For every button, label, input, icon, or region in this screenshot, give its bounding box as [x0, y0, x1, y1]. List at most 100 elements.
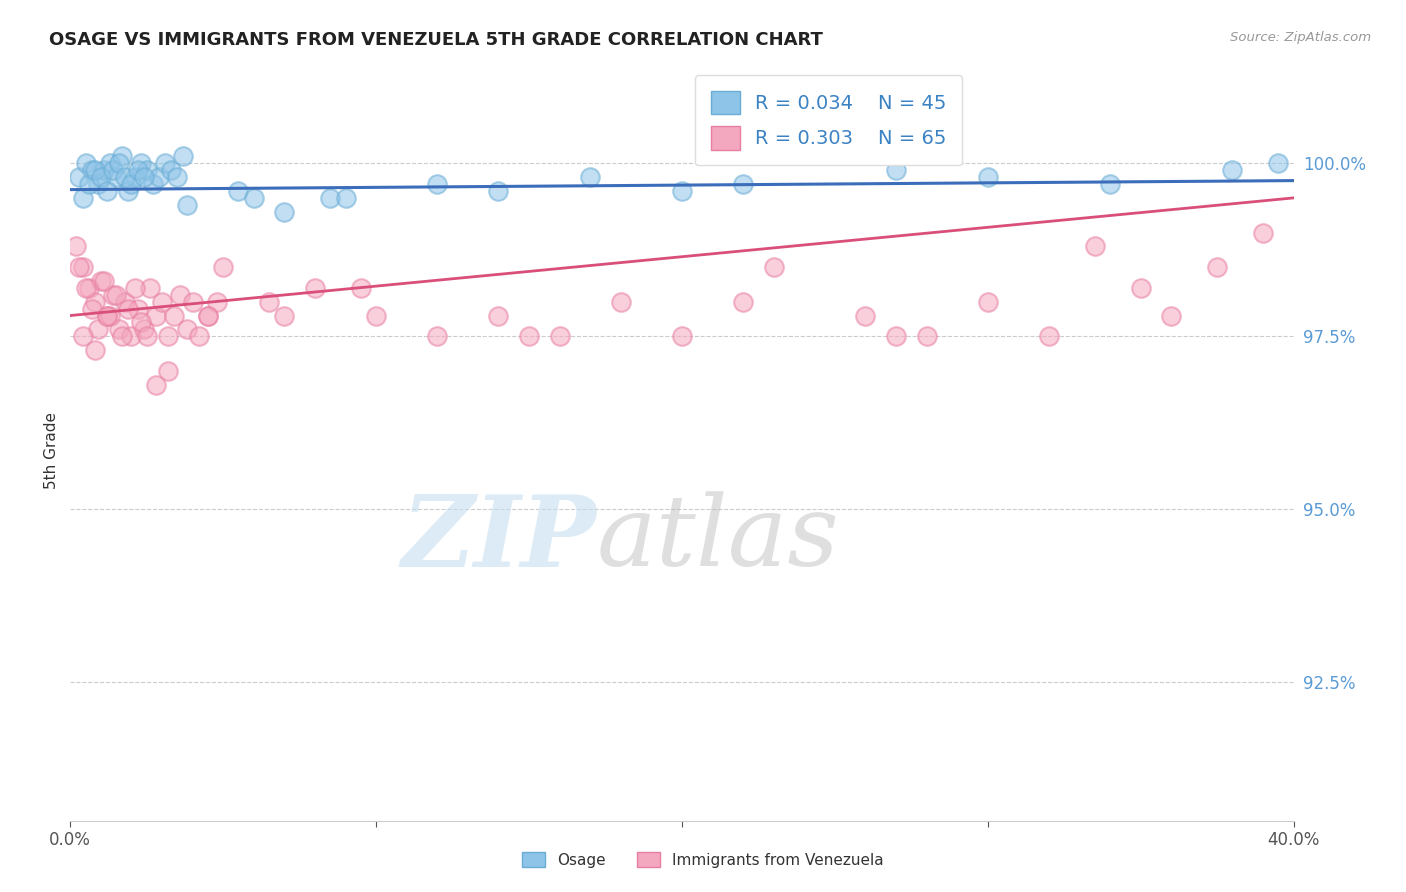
Point [671, 329, 693, 343]
Point [93, 274, 115, 288]
Point [111, 149, 134, 163]
Point [83, 343, 105, 358]
Point [96, 184, 118, 198]
Point [114, 170, 136, 185]
Point [117, 184, 139, 198]
Point [108, 322, 131, 336]
Point [87, 322, 110, 336]
Point [426, 329, 449, 343]
Point [132, 170, 155, 185]
Point [129, 315, 152, 329]
Point [1099, 177, 1122, 191]
Legend: R = 0.034    N = 45, R = 0.303    N = 65: R = 0.034 N = 45, R = 0.303 N = 65 [695, 75, 962, 165]
Point [1267, 156, 1289, 170]
Point [121, 329, 143, 343]
Point [1220, 163, 1243, 178]
Point [72, 260, 94, 274]
Point [75, 156, 97, 170]
Point [105, 287, 128, 301]
Point [228, 184, 250, 198]
Point [1084, 239, 1107, 253]
Point [153, 156, 176, 170]
Point [335, 191, 357, 205]
Point [108, 156, 131, 170]
Point [96, 309, 118, 323]
Point [273, 309, 295, 323]
Point [1038, 329, 1060, 343]
Point [114, 294, 136, 309]
Point [212, 260, 235, 274]
Point [98, 309, 121, 323]
Point [145, 309, 167, 323]
Point [915, 329, 938, 343]
Point [488, 184, 510, 198]
Point [93, 163, 115, 178]
Point [105, 170, 128, 185]
Point [124, 170, 146, 185]
Point [135, 329, 157, 343]
Legend: Osage, Immigrants from Venezuela: Osage, Immigrants from Venezuela [515, 844, 891, 875]
Point [731, 177, 754, 191]
Point [77, 281, 100, 295]
Point [731, 294, 754, 309]
Point [135, 163, 157, 178]
Point [90, 170, 112, 185]
Point [762, 260, 785, 274]
Point [90, 274, 112, 288]
Point [205, 294, 228, 309]
Point [80, 163, 103, 178]
Point [132, 322, 155, 336]
Point [72, 191, 94, 205]
Text: atlas: atlas [596, 491, 839, 587]
Point [976, 170, 998, 185]
Point [1251, 226, 1274, 240]
Point [197, 309, 219, 323]
Point [117, 301, 139, 316]
Point [488, 309, 510, 323]
Point [150, 294, 173, 309]
Point [1129, 281, 1152, 295]
Point [1206, 260, 1229, 274]
Point [96, 309, 118, 323]
Point [855, 309, 877, 323]
Point [98, 156, 121, 170]
Point [80, 301, 103, 316]
Point [87, 177, 110, 191]
Point [243, 191, 266, 205]
Text: OSAGE VS IMMIGRANTS FROM VENEZUELA 5TH GRADE CORRELATION CHART: OSAGE VS IMMIGRANTS FROM VENEZUELA 5TH G… [49, 31, 823, 49]
Point [160, 163, 183, 178]
Point [304, 281, 326, 295]
Point [127, 163, 149, 178]
Point [976, 294, 998, 309]
Point [671, 184, 693, 198]
Point [101, 287, 124, 301]
Point [548, 329, 571, 343]
Point [350, 281, 373, 295]
Point [257, 294, 280, 309]
Text: ZIP: ZIP [401, 491, 596, 588]
Y-axis label: 5th Grade: 5th Grade [44, 412, 59, 489]
Point [166, 170, 188, 185]
Point [69, 260, 91, 274]
Point [884, 163, 907, 178]
Point [83, 163, 105, 178]
Point [77, 177, 100, 191]
Point [579, 170, 602, 185]
Point [75, 281, 97, 295]
Point [65, 239, 87, 253]
Point [139, 281, 162, 295]
Point [129, 156, 152, 170]
Point [172, 149, 194, 163]
Point [273, 204, 295, 219]
Point [148, 170, 170, 185]
Point [83, 294, 105, 309]
Point [176, 322, 198, 336]
Point [426, 177, 449, 191]
Point [1160, 309, 1182, 323]
Point [157, 329, 180, 343]
Point [145, 377, 167, 392]
Point [142, 177, 165, 191]
Point [127, 301, 149, 316]
Point [111, 329, 134, 343]
Point [181, 294, 204, 309]
